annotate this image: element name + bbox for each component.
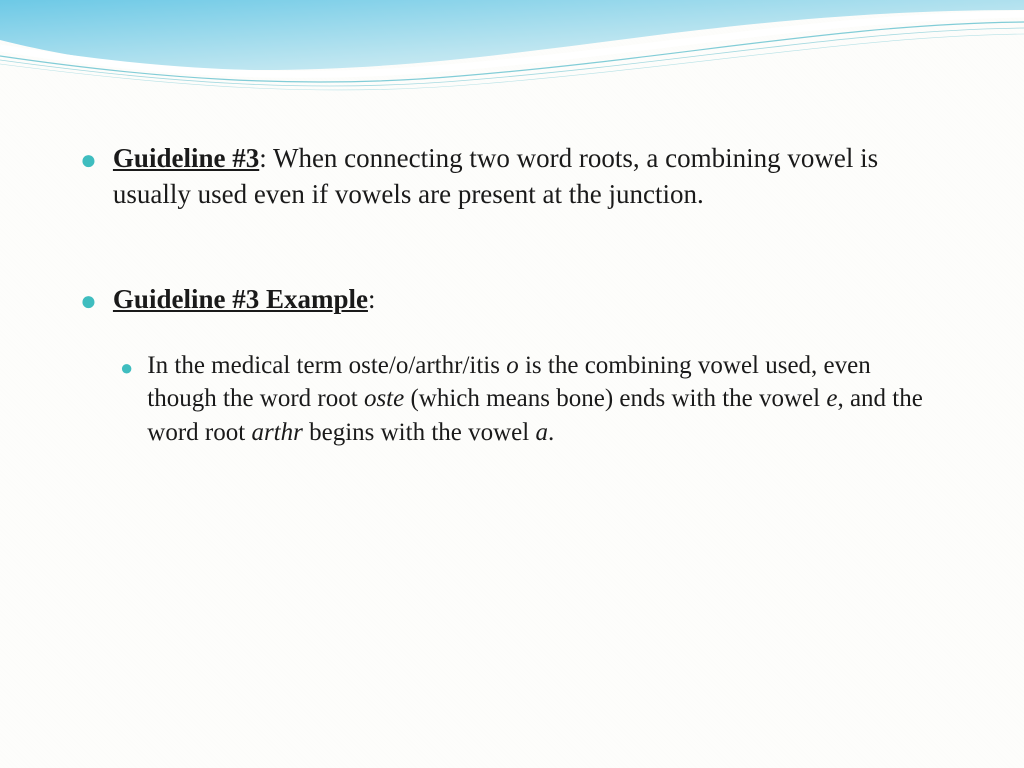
italic-term: o	[506, 352, 519, 379]
italic-term: arthr	[251, 419, 302, 446]
bullet-text: Guideline #3 Example:	[113, 281, 376, 317]
bullet-guideline-3: ● Guideline #3: When connecting two word…	[80, 140, 944, 213]
text-run: In the medical term oste/o/arthr/itis	[147, 352, 506, 379]
italic-term: e	[826, 385, 837, 412]
text-run: (which means bone) ends with the vowel	[404, 385, 826, 412]
bullet-text: Guideline #3: When connecting two word r…	[113, 140, 944, 213]
bullet-dot-icon: ●	[80, 283, 97, 321]
sub-bullet-example-text: ● In the medical term oste/o/arthr/itis …	[120, 349, 944, 450]
bullet-guideline-3-example: ● Guideline #3 Example:	[80, 281, 944, 321]
bullet-dot-icon: ●	[80, 142, 97, 180]
text-run: begins with the vowel	[303, 419, 536, 446]
bullet-body: :	[368, 284, 376, 314]
text-run: .	[548, 419, 554, 446]
bullet-heading: Guideline #3	[113, 143, 259, 173]
italic-term: a	[535, 419, 548, 446]
bullet-heading: Guideline #3 Example	[113, 284, 368, 314]
bullet-dot-icon: ●	[120, 353, 133, 383]
spacer	[80, 241, 944, 281]
sub-bullet-text: In the medical term oste/o/arthr/itis o …	[147, 349, 944, 450]
italic-term: oste	[364, 385, 404, 412]
slide-content: ● Guideline #3: When connecting two word…	[0, 0, 1024, 500]
